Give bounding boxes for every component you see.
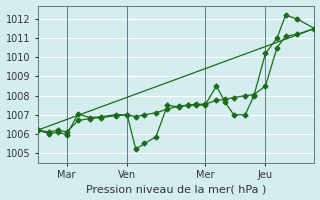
X-axis label: Pression niveau de la mer( hPa ): Pression niveau de la mer( hPa ) bbox=[86, 184, 266, 194]
